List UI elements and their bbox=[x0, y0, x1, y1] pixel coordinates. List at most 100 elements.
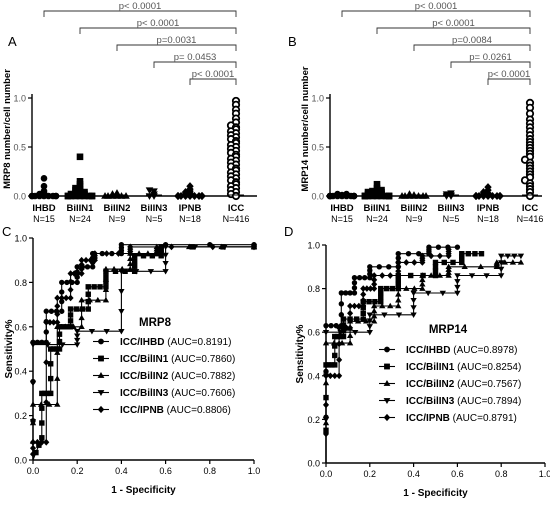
roc-point bbox=[43, 358, 50, 366]
roc-point bbox=[29, 438, 37, 446]
roc-point bbox=[378, 285, 384, 292]
y-tick-label: 1.0 bbox=[307, 241, 320, 251]
legend-marker bbox=[98, 338, 104, 345]
roc-point bbox=[82, 256, 90, 264]
roc-point bbox=[84, 264, 91, 270]
roc-point bbox=[367, 264, 373, 270]
group-n-label: N=5 bbox=[443, 214, 460, 224]
legend-auc: (AUC=0.8806) bbox=[167, 405, 231, 416]
legend-entry: ICC/BilIN3 (AUC=0.7606) bbox=[120, 388, 235, 399]
category-label: BilIN2 bbox=[104, 203, 131, 214]
legend-marker bbox=[97, 405, 105, 414]
category-label: BilIN1 bbox=[364, 203, 392, 214]
roc-point bbox=[411, 259, 418, 266]
roc-curve bbox=[325, 249, 450, 463]
legend-series-name: ICC/IHBD bbox=[120, 337, 167, 348]
category-label: ICC bbox=[228, 203, 245, 214]
roc-point bbox=[410, 305, 417, 311]
roc-point bbox=[360, 302, 367, 310]
roc-point bbox=[91, 284, 97, 290]
roc-point bbox=[371, 302, 378, 309]
y-tick-label: 0.0 bbox=[307, 459, 320, 469]
roc-point bbox=[371, 280, 378, 288]
roc-point bbox=[250, 243, 258, 251]
roc-point bbox=[371, 307, 378, 314]
roc-point bbox=[47, 375, 54, 382]
y-tick-label: 0.4 bbox=[14, 367, 27, 377]
roc-point bbox=[37, 401, 45, 407]
data-point bbox=[398, 192, 406, 199]
roc-point bbox=[322, 372, 330, 380]
roc-point bbox=[78, 261, 85, 268]
roc-point bbox=[445, 266, 452, 272]
roc-point bbox=[127, 243, 134, 251]
legend-entry: ICC/IHBD (AUC=0.8978) bbox=[406, 345, 517, 356]
data-point bbox=[101, 192, 109, 199]
group-n-label: N=15 bbox=[33, 214, 55, 224]
data-point bbox=[76, 153, 84, 161]
roc-point bbox=[74, 329, 81, 335]
legend-marker bbox=[98, 355, 104, 362]
data-point bbox=[350, 192, 358, 200]
roc-point bbox=[39, 339, 45, 346]
roc-point bbox=[78, 296, 85, 303]
y-axis-label: MRP14 number/cell number bbox=[300, 66, 311, 191]
data-point bbox=[484, 183, 492, 192]
y-tick-label: 0.0 bbox=[13, 192, 26, 202]
roc-point bbox=[419, 285, 426, 291]
y-axis-label: Sensitivity% bbox=[295, 324, 306, 383]
panel-letter: C bbox=[2, 224, 11, 239]
roc-point bbox=[46, 401, 53, 407]
legend-series-name: ICC/BilIN2 bbox=[406, 379, 457, 390]
y-tick-label: 0.0 bbox=[311, 192, 324, 202]
roc-point bbox=[78, 256, 85, 264]
roc-point bbox=[132, 269, 140, 275]
legend-marker bbox=[383, 380, 391, 386]
group-n-label: N=5 bbox=[146, 214, 163, 224]
roc-point bbox=[347, 309, 354, 317]
roc-point bbox=[338, 290, 345, 296]
y-tick-label: 0.5 bbox=[13, 143, 26, 153]
roc-point bbox=[347, 317, 354, 324]
roc-point bbox=[29, 342, 37, 348]
y-tick-label: 1.0 bbox=[311, 94, 324, 104]
y-tick-label: 1.0 bbox=[13, 94, 26, 104]
roc-point bbox=[371, 285, 378, 292]
roc-point bbox=[54, 375, 61, 381]
p-value-label: p= 0.0261 bbox=[469, 52, 512, 63]
roc-point bbox=[477, 263, 484, 270]
legend-auc: (AUC=0.7606) bbox=[171, 388, 235, 399]
chart-title: MRP8 bbox=[139, 317, 172, 329]
roc-point bbox=[74, 279, 80, 286]
data-point bbox=[496, 191, 504, 201]
roc-point bbox=[356, 275, 363, 281]
roc-point bbox=[29, 380, 37, 387]
roc-point bbox=[366, 324, 373, 330]
roc-point bbox=[493, 259, 500, 265]
data-point bbox=[150, 188, 158, 195]
roc-point bbox=[403, 285, 410, 291]
roc-point bbox=[478, 251, 485, 257]
roc-point bbox=[351, 290, 358, 296]
roc-point bbox=[78, 305, 85, 312]
data-point bbox=[334, 190, 341, 198]
roc-point bbox=[343, 290, 349, 296]
legend-auc: (AUC=0.8791) bbox=[453, 413, 517, 424]
roc-point bbox=[419, 276, 426, 283]
roc-point bbox=[351, 302, 358, 310]
x-tick-label: 0.8 bbox=[495, 469, 508, 479]
roc-point bbox=[29, 444, 37, 452]
roc-point bbox=[454, 279, 461, 285]
legend-marker bbox=[97, 390, 105, 396]
roc-point bbox=[118, 241, 125, 248]
data-point bbox=[525, 191, 535, 201]
roc-point bbox=[419, 272, 426, 278]
roc-point bbox=[511, 253, 518, 260]
x-tick-label: 1.0 bbox=[248, 466, 261, 476]
data-point bbox=[373, 180, 381, 188]
roc-point bbox=[347, 302, 354, 310]
roc-point bbox=[435, 244, 442, 250]
y-axis-label: Sensitivity% bbox=[4, 319, 15, 378]
roc-point bbox=[395, 272, 402, 279]
roc-point bbox=[465, 251, 472, 257]
